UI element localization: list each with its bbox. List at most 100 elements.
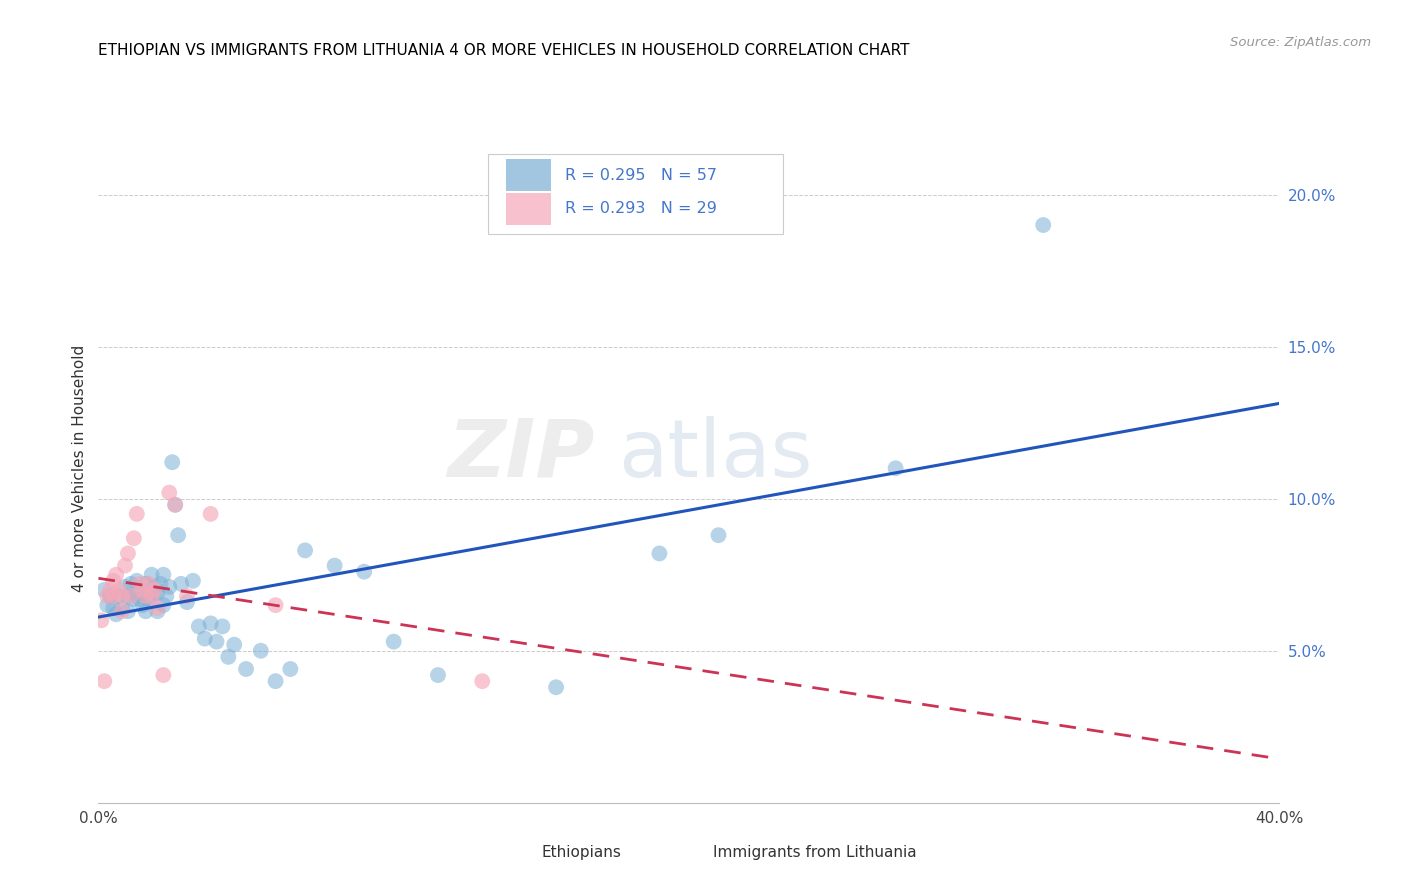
Point bbox=[167, 528, 190, 542]
Point bbox=[128, 577, 150, 591]
Point bbox=[111, 604, 134, 618]
Point bbox=[323, 558, 346, 573]
Point bbox=[546, 680, 568, 694]
Point bbox=[132, 582, 155, 597]
Point bbox=[117, 546, 139, 560]
Point bbox=[205, 634, 228, 648]
Point bbox=[103, 601, 125, 615]
Point bbox=[114, 580, 136, 594]
Text: R = 0.293   N = 29: R = 0.293 N = 29 bbox=[565, 202, 717, 216]
Point bbox=[235, 662, 257, 676]
Point bbox=[125, 507, 148, 521]
Bar bbox=[506, 193, 551, 225]
Point bbox=[155, 589, 177, 603]
Point bbox=[135, 577, 157, 591]
Text: Ethiopians: Ethiopians bbox=[541, 846, 621, 861]
Bar bbox=[506, 159, 551, 192]
Point bbox=[93, 582, 115, 597]
Point bbox=[176, 589, 198, 603]
Point bbox=[122, 592, 145, 607]
Point bbox=[471, 674, 494, 689]
Point bbox=[114, 558, 136, 573]
Point bbox=[143, 582, 166, 597]
Point bbox=[138, 577, 160, 591]
Point bbox=[103, 574, 125, 588]
Point bbox=[105, 567, 128, 582]
Point bbox=[152, 668, 174, 682]
Text: Immigrants from Lithuania: Immigrants from Lithuania bbox=[713, 846, 917, 861]
Point bbox=[125, 586, 148, 600]
Point bbox=[105, 607, 128, 622]
Point bbox=[187, 619, 209, 633]
Point bbox=[135, 589, 157, 603]
Text: R = 0.295   N = 57: R = 0.295 N = 57 bbox=[565, 168, 717, 183]
Point bbox=[141, 567, 163, 582]
Point bbox=[117, 589, 139, 603]
Point bbox=[648, 546, 671, 560]
Y-axis label: 4 or more Vehicles in Household: 4 or more Vehicles in Household bbox=[72, 344, 87, 592]
Point bbox=[141, 589, 163, 603]
Point bbox=[90, 613, 112, 627]
Point bbox=[217, 649, 239, 664]
Point bbox=[250, 644, 273, 658]
Point bbox=[146, 586, 169, 600]
Point bbox=[120, 589, 142, 603]
Point bbox=[146, 601, 169, 615]
Text: ETHIOPIAN VS IMMIGRANTS FROM LITHUANIA 4 OR MORE VEHICLES IN HOUSEHOLD CORRELATI: ETHIOPIAN VS IMMIGRANTS FROM LITHUANIA 4… bbox=[98, 43, 910, 58]
Point bbox=[152, 598, 174, 612]
Point bbox=[108, 582, 131, 597]
Point bbox=[96, 598, 118, 612]
Point bbox=[194, 632, 217, 646]
Point bbox=[111, 601, 134, 615]
Point bbox=[98, 582, 121, 597]
Point bbox=[98, 589, 121, 603]
Bar bbox=[665, 841, 699, 864]
Point bbox=[117, 604, 139, 618]
Point bbox=[132, 598, 155, 612]
Point bbox=[138, 592, 160, 607]
Point bbox=[176, 595, 198, 609]
Point bbox=[120, 577, 142, 591]
Point bbox=[707, 528, 730, 542]
Point bbox=[149, 577, 172, 591]
Point bbox=[427, 668, 450, 682]
Point bbox=[264, 598, 287, 612]
Point bbox=[165, 498, 187, 512]
Point bbox=[170, 577, 193, 591]
Point bbox=[122, 531, 145, 545]
Point bbox=[93, 674, 115, 689]
Point bbox=[96, 589, 118, 603]
Point bbox=[278, 662, 302, 676]
Point bbox=[111, 589, 134, 603]
Point bbox=[200, 616, 222, 631]
Point bbox=[211, 619, 233, 633]
Point bbox=[294, 543, 316, 558]
Point bbox=[157, 485, 180, 500]
Text: atlas: atlas bbox=[619, 416, 813, 494]
Point bbox=[135, 604, 157, 618]
Text: ZIP: ZIP bbox=[447, 416, 595, 494]
Point bbox=[1032, 218, 1054, 232]
Point bbox=[264, 674, 287, 689]
Point bbox=[103, 589, 125, 603]
Point bbox=[146, 604, 169, 618]
Point bbox=[128, 592, 150, 607]
Point bbox=[125, 574, 148, 588]
Point bbox=[162, 455, 183, 469]
Point bbox=[181, 574, 204, 588]
Point bbox=[143, 580, 166, 594]
Point bbox=[157, 580, 180, 594]
Point bbox=[108, 589, 131, 603]
Point bbox=[224, 638, 246, 652]
Point bbox=[884, 461, 907, 475]
FancyBboxPatch shape bbox=[488, 154, 783, 235]
Point bbox=[141, 589, 163, 603]
Point bbox=[353, 565, 375, 579]
Point bbox=[132, 582, 155, 597]
Point bbox=[382, 634, 405, 648]
Point bbox=[165, 498, 187, 512]
Point bbox=[152, 567, 174, 582]
Point bbox=[200, 507, 222, 521]
Bar bbox=[494, 841, 527, 864]
Text: Source: ZipAtlas.com: Source: ZipAtlas.com bbox=[1230, 36, 1371, 49]
